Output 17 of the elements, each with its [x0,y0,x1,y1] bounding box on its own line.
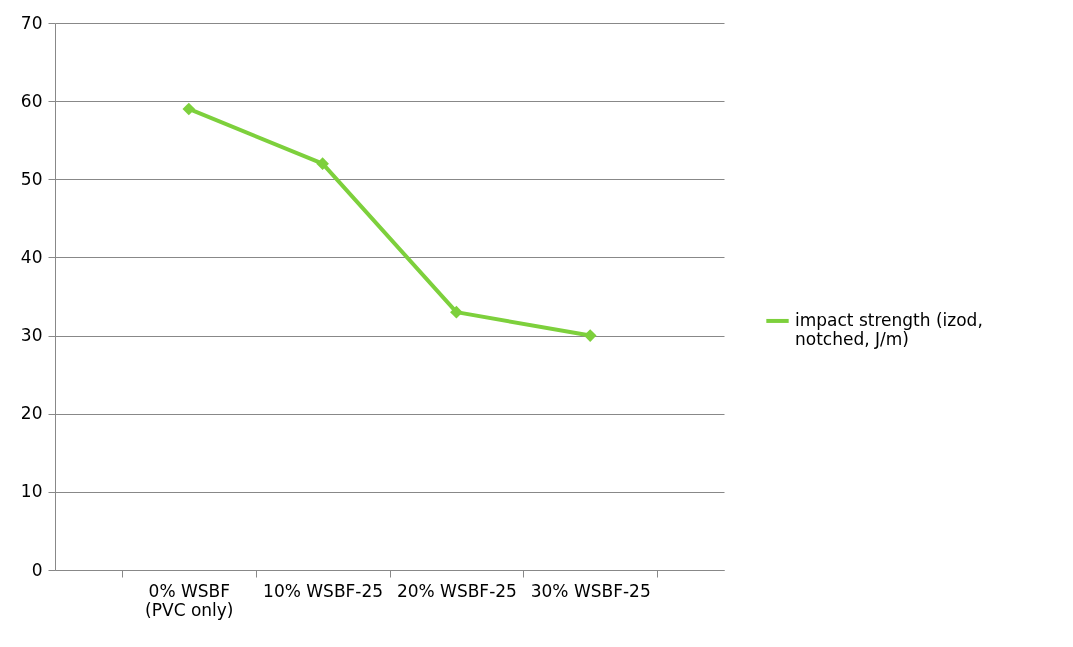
x-tick-label: 30% WSBF-25 [530,580,651,601]
y-tick-label: 30 [20,325,43,346]
point [583,329,597,342]
y-tick-label: 50 [20,168,43,189]
legend-label: impact strength (izod, notched, J/m) [795,309,983,349]
y-tick-label: 70 [20,12,43,33]
point [182,102,196,116]
y-tick-label: 10 [20,481,43,502]
point [450,305,463,319]
x-tick-label: 0% WSBF (PVC only) [145,580,234,620]
point [316,157,329,170]
y-tick-label: 60 [20,90,43,111]
y-tick-label: 20 [20,403,43,424]
x-tick-label: 10% WSBF-25 [263,580,384,601]
y-tick-label: 0 [31,559,43,580]
y-tick-label: 40 [20,246,43,267]
x-tick-label: 20% WSBF-25 [396,580,517,601]
